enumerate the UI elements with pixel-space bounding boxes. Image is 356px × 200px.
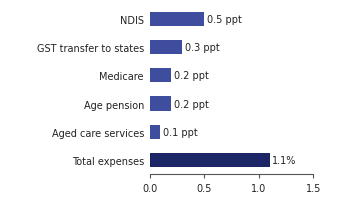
Text: 1.1%: 1.1% xyxy=(272,155,297,165)
Bar xyxy=(150,69,171,83)
Text: 0.2 ppt: 0.2 ppt xyxy=(174,99,209,109)
Bar xyxy=(150,97,171,111)
Bar xyxy=(150,41,182,55)
Bar xyxy=(150,13,204,27)
Bar xyxy=(150,153,269,167)
Text: 0.5 ppt: 0.5 ppt xyxy=(207,15,242,25)
Text: 0.1 ppt: 0.1 ppt xyxy=(163,127,198,137)
Text: 0.3 ppt: 0.3 ppt xyxy=(185,43,220,53)
Text: 0.2 ppt: 0.2 ppt xyxy=(174,71,209,81)
Bar xyxy=(150,125,161,139)
